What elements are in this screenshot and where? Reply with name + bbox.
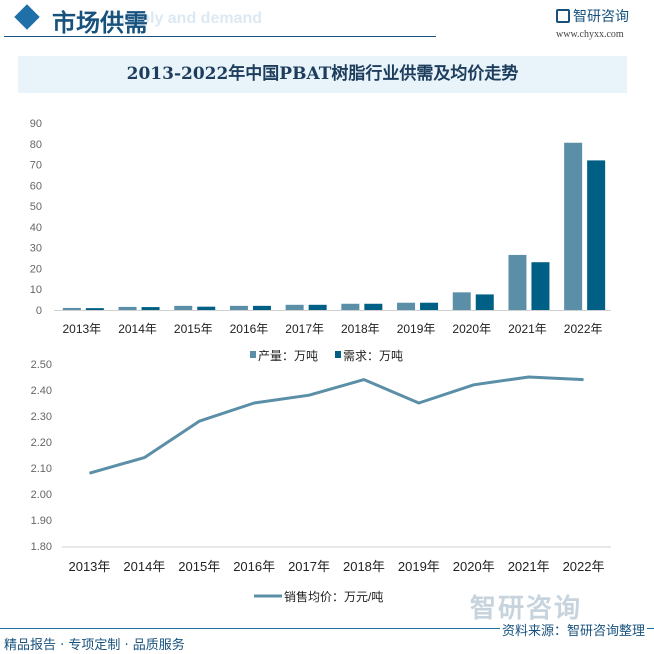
bar-demand — [475, 294, 494, 310]
bar-demand — [308, 304, 327, 310]
line-chart: 1.80 1.90 2.00 2.10 2.20 2.30 2.40 2.50 2013年 201… — [31, 359, 611, 604]
title-banner — [18, 56, 627, 93]
y-tick-label: 50 — [30, 201, 42, 213]
bar-demand — [141, 307, 160, 310]
site-url: www.chyxx.com — [556, 29, 624, 40]
x-tick-label: 2014年 — [118, 322, 157, 336]
bar-demand — [85, 308, 104, 310]
x-tick-label: 2015年 — [178, 559, 220, 574]
footer-slogan: 精品报告 · 专项定制 · 品质服务 — [4, 638, 185, 653]
bar-production — [118, 306, 137, 310]
brand-logo: 智研咨询 — [556, 6, 629, 26]
bar-production — [397, 302, 416, 310]
bar-production — [229, 305, 248, 310]
x-tick-label: 2016年 — [233, 559, 275, 574]
y-tick-label: 40 — [30, 222, 42, 234]
bar-production — [508, 254, 527, 310]
header-divider — [4, 36, 436, 37]
x-tick-label: 2019年 — [397, 322, 436, 336]
x-tick-label: 2022年 — [563, 559, 605, 574]
y-tick-label: 80 — [30, 139, 42, 151]
y-tick-label: 2.10 — [31, 463, 52, 475]
y-tick-label: 1.90 — [31, 515, 52, 527]
y-tick-label: 30 — [30, 243, 42, 255]
y-tick-label: 1.80 — [31, 541, 52, 553]
data-source: 资料来源：智研咨询整理 — [500, 620, 648, 639]
bar-demand — [531, 262, 550, 310]
x-tick-label: 2014年 — [123, 559, 165, 574]
x-tick-label: 2020年 — [452, 322, 491, 336]
legend-swatch — [335, 351, 341, 358]
y-tick-label: 60 — [30, 180, 42, 192]
x-tick-label: 2015年 — [174, 322, 213, 336]
x-tick-label: 2017年 — [288, 559, 330, 574]
x-tick-label: 2013年 — [62, 322, 101, 336]
bar-production — [285, 304, 304, 310]
y-tick-label: 2.20 — [31, 437, 52, 449]
x-tick-label: 2022年 — [564, 322, 603, 336]
x-tick-label: 2017年 — [285, 322, 324, 336]
y-tick-label: 90 — [30, 118, 42, 130]
y-tick-label: 2.00 — [31, 489, 52, 501]
bar-production — [452, 292, 471, 310]
x-tick-label: 2021年 — [508, 322, 547, 336]
x-tick-label: 2018年 — [343, 559, 385, 574]
bar-demand — [364, 303, 383, 310]
y-tick-label: 2.50 — [31, 359, 52, 371]
y-tick-label: 0 — [36, 305, 42, 317]
y-tick-label: 10 — [30, 284, 42, 296]
legend-label: 产量：万吨 — [258, 349, 318, 363]
legend-label: 销售均价：万元/吨 — [284, 589, 383, 604]
bar-demand — [587, 160, 606, 310]
bar-production — [62, 307, 81, 310]
footer-divider — [0, 628, 654, 629]
x-tick-label: 2018年 — [341, 322, 380, 336]
bar-demand — [252, 305, 271, 310]
x-tick-label: 2013年 — [68, 559, 110, 574]
bar-demand — [420, 302, 439, 310]
y-tick-label: 2.30 — [31, 411, 52, 423]
logo-icon — [556, 9, 570, 23]
price-line — [89, 375, 584, 475]
watermark-logo: 智研咨询 — [470, 594, 583, 624]
x-tick-label: 2020年 — [453, 559, 495, 574]
section-title: 市场供需 — [52, 9, 148, 37]
logo-text: 智研咨询 — [573, 9, 629, 25]
bar-production — [564, 142, 583, 310]
x-tick-label: 2016年 — [230, 322, 269, 336]
legend-label: 需求：万吨 — [343, 349, 403, 363]
legend-swatch — [250, 351, 256, 358]
bar-production — [174, 305, 193, 310]
x-tick-label: 2021年 — [508, 559, 550, 574]
bar-chart: 0 10 20 30 40 50 60 70 80 90 2013年 2014年 2015年 2016年 2… — [30, 118, 611, 363]
y-tick-label: 70 — [30, 160, 42, 172]
y-tick-label: 20 — [30, 263, 42, 275]
header-subtitle: Supply and demand — [110, 10, 263, 27]
bar-production — [341, 303, 360, 310]
chart-title: 2013-2022年中国PBAT树脂行业供需及均价走势 — [126, 64, 519, 84]
y-tick-label: 2.40 — [31, 385, 52, 397]
x-tick-label: 2019年 — [398, 559, 440, 574]
bar-demand — [197, 306, 216, 310]
